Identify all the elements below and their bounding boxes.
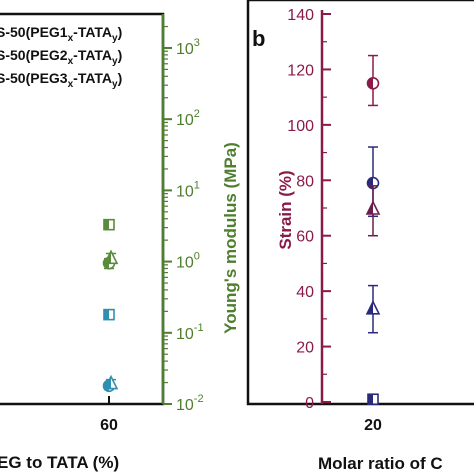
legend-subscript: y xyxy=(112,79,118,90)
tick-exponent: 0 xyxy=(194,251,200,263)
data-point xyxy=(367,393,379,406)
tick-base: 10 xyxy=(176,41,194,58)
legend-text: ) xyxy=(118,24,123,40)
data-point-fill xyxy=(104,219,109,230)
legend-entry: S-50(PEG1x-TATAy) xyxy=(0,24,122,44)
tick-base: 10 xyxy=(176,326,194,343)
legend-text: S-50(PEG2 xyxy=(0,47,68,63)
data-point-fill xyxy=(367,301,373,314)
tick-base: 10 xyxy=(176,112,194,129)
modulus-tick-label: 102 xyxy=(176,108,200,129)
data-point xyxy=(103,249,119,265)
data-point-fill xyxy=(367,77,373,89)
tick-exponent: -1 xyxy=(194,322,204,334)
panel-letter-b: b xyxy=(252,26,265,51)
data-point-fill xyxy=(367,202,373,214)
panel-a: S-50(PEG1x-TATAy)S-50(PEG2x-TATAy)S-50(P… xyxy=(0,12,240,472)
legend-subscript: x xyxy=(68,79,74,90)
legend-text: -TATA xyxy=(73,47,112,63)
strain-tick-label: 140 xyxy=(287,7,314,24)
legend: S-50(PEG1x-TATAy)S-50(PEG2x-TATAy)S-50(P… xyxy=(0,24,122,90)
data-point xyxy=(103,374,119,390)
legend-subscript: x xyxy=(68,33,74,44)
panel-b: b 0 20 40 60 80 100 120 140 Strain (%) 20 Molar… xyxy=(246,0,474,473)
tick-base: 10 xyxy=(176,397,194,414)
legend-text: -TATA xyxy=(73,24,112,40)
data-point-fill xyxy=(368,394,373,405)
legend-entry: S-50(PEG3x-TATAy) xyxy=(0,70,122,90)
modulus-tick-label: 101 xyxy=(176,179,200,200)
strain-tick-label: 100 xyxy=(287,118,314,135)
legend-subscript: y xyxy=(112,56,118,67)
data-point xyxy=(103,308,115,321)
legend-entry: S-50(PEG2x-TATAy) xyxy=(0,47,122,67)
strain-tick-label: 60 xyxy=(296,229,314,246)
data-point xyxy=(365,200,381,215)
strain-axis: 0 20 40 60 80 100 120 140 xyxy=(287,7,331,412)
data-point xyxy=(103,218,115,231)
x-tick-label: 20 xyxy=(364,417,382,434)
modulus-axis-label: Young's modulus (MPa) xyxy=(221,142,240,334)
panel-b-frame xyxy=(246,0,474,406)
data-point xyxy=(366,76,380,90)
legend-text: S-50(PEG1 xyxy=(0,24,68,40)
x-tick-label: 60 xyxy=(100,417,118,434)
strain-tick-label: 40 xyxy=(296,284,314,301)
tick-base: 10 xyxy=(176,183,194,200)
strain-tick-label: 20 xyxy=(296,340,314,357)
x-axis-ticks: 60 xyxy=(100,396,118,434)
tick-exponent: 3 xyxy=(194,37,200,49)
data-points xyxy=(365,54,381,406)
x-axis-label: Molar ratio of C xyxy=(318,454,443,473)
strain-tick-label: 120 xyxy=(287,62,314,79)
strain-tick-label: 0 xyxy=(305,395,314,412)
modulus-tick-label: 10-2 xyxy=(176,393,204,414)
data-point xyxy=(365,299,381,315)
tick-base: 10 xyxy=(176,255,194,272)
tick-exponent: -2 xyxy=(194,393,204,405)
legend-subscript: y xyxy=(112,33,118,44)
strain-tick-label: 80 xyxy=(296,173,314,190)
legend-subscript: x xyxy=(68,56,74,67)
legend-text: ) xyxy=(118,70,123,86)
x-axis-label: EG to TATA (%) xyxy=(0,453,119,472)
data-point-fill xyxy=(104,309,109,320)
legend-text: S-50(PEG3 xyxy=(0,70,68,86)
legend-text: -TATA xyxy=(73,70,112,86)
modulus-tick-label: 10-1 xyxy=(176,322,204,343)
strain-axis-label: Strain (%) xyxy=(276,170,295,249)
modulus-tick-label: 103 xyxy=(176,37,200,58)
legend-text: ) xyxy=(118,47,123,63)
modulus-tick-label: 100 xyxy=(176,251,200,272)
tick-exponent: 1 xyxy=(194,179,200,191)
data-points xyxy=(102,218,119,393)
tick-exponent: 2 xyxy=(194,108,200,120)
